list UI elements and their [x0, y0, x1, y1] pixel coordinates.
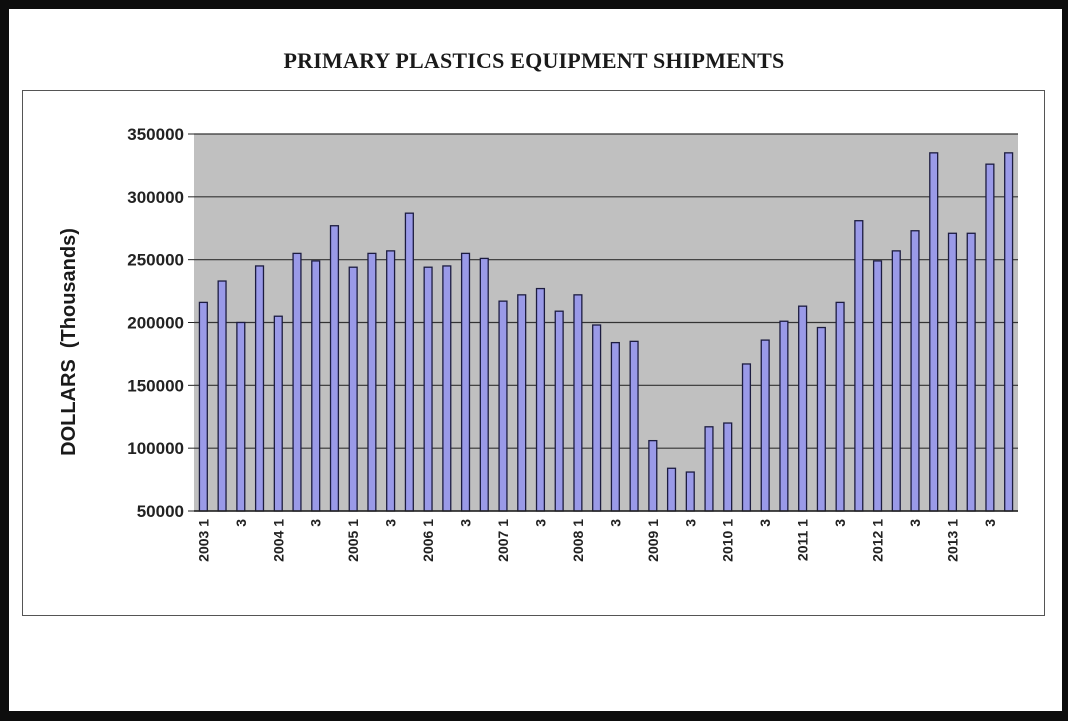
x-tick-label: 2009 1 [645, 519, 661, 562]
bar [423, 266, 433, 512]
bar [217, 280, 227, 512]
bar [367, 252, 377, 512]
x-tick-label: 2012 1 [870, 519, 886, 562]
bar [947, 232, 958, 512]
x-tick-label: 3 [682, 519, 698, 527]
x-tick-label: 3 [757, 519, 773, 527]
y-tick-label: 50000 [137, 502, 184, 521]
bar [329, 225, 340, 512]
bar [666, 467, 677, 512]
bar [760, 339, 770, 512]
bar [517, 294, 527, 512]
x-axis-ticks: 2003 1 3 2004 1 3 2005 1 3 2006 1 3 2007 1 3 2008 … [195, 519, 998, 562]
bar [535, 287, 546, 512]
chart-container [22, 90, 1045, 616]
x-tick-label: 3 [383, 519, 399, 527]
bar [966, 232, 976, 512]
bar [404, 212, 414, 512]
bar [648, 439, 658, 512]
bar [891, 250, 901, 512]
x-tick-label: 2008 1 [570, 519, 586, 562]
x-tick-label: 3 [982, 519, 998, 527]
bar [910, 230, 920, 512]
bar [254, 265, 265, 512]
x-tick-label: 2003 1 [195, 519, 211, 562]
bar [273, 315, 283, 512]
x-tick-label: 2013 1 [944, 519, 960, 562]
bar [779, 320, 789, 512]
bar [198, 301, 208, 512]
bar [479, 257, 489, 512]
bar [741, 363, 752, 512]
x-tick-label: 2005 1 [345, 519, 361, 562]
y-tick-label: 200000 [127, 314, 184, 333]
x-tick-label: 3 [532, 519, 548, 527]
chart-title: PRIMARY PLASTICS EQUIPMENT SHIPMENTS [283, 48, 785, 73]
bar [835, 301, 845, 512]
bar [292, 252, 302, 512]
bar [685, 471, 695, 512]
x-tick-label: 3 [607, 519, 623, 527]
x-tick-label: 3 [458, 519, 474, 527]
x-tick-label: 2011 1 [795, 519, 811, 561]
y-axis-ticks: 50000 100000 150000 200000 250000 300000 35000… [127, 125, 194, 521]
bar [311, 260, 321, 512]
bar [592, 324, 602, 512]
x-tick-label: 2010 1 [720, 519, 736, 562]
y-tick-label: 100000 [127, 439, 184, 458]
bar [629, 340, 639, 512]
bar [610, 341, 620, 512]
y-tick-label: 300000 [127, 188, 184, 207]
bar [1004, 152, 1014, 512]
bar [460, 252, 471, 512]
bar [854, 220, 864, 512]
y-tick-label: 150000 [127, 376, 184, 395]
bar [985, 163, 995, 512]
bar [929, 152, 939, 512]
x-tick-label: 2007 1 [495, 519, 511, 562]
bar [442, 265, 452, 512]
x-tick-label: 3 [233, 519, 249, 527]
bar [236, 321, 246, 512]
bar [498, 300, 508, 512]
bar [816, 326, 826, 512]
bar [798, 305, 808, 512]
x-tick-label: 2006 1 [420, 519, 436, 562]
bar [573, 294, 583, 512]
bar [723, 422, 733, 512]
y-axis-label: DOLLARS (Thousands) [58, 228, 80, 456]
x-tick-label: 2004 1 [270, 519, 286, 562]
x-tick-label: 3 [308, 519, 324, 527]
bar [554, 310, 564, 512]
bars [198, 152, 1014, 512]
x-tick-label: 3 [832, 519, 848, 527]
y-tick-label: 350000 [127, 125, 184, 144]
y-tick-label: 250000 [127, 251, 184, 270]
bar [704, 426, 714, 512]
bar [872, 260, 883, 512]
bar [386, 250, 396, 512]
bar [348, 266, 358, 512]
x-tick-label: 3 [907, 519, 923, 527]
